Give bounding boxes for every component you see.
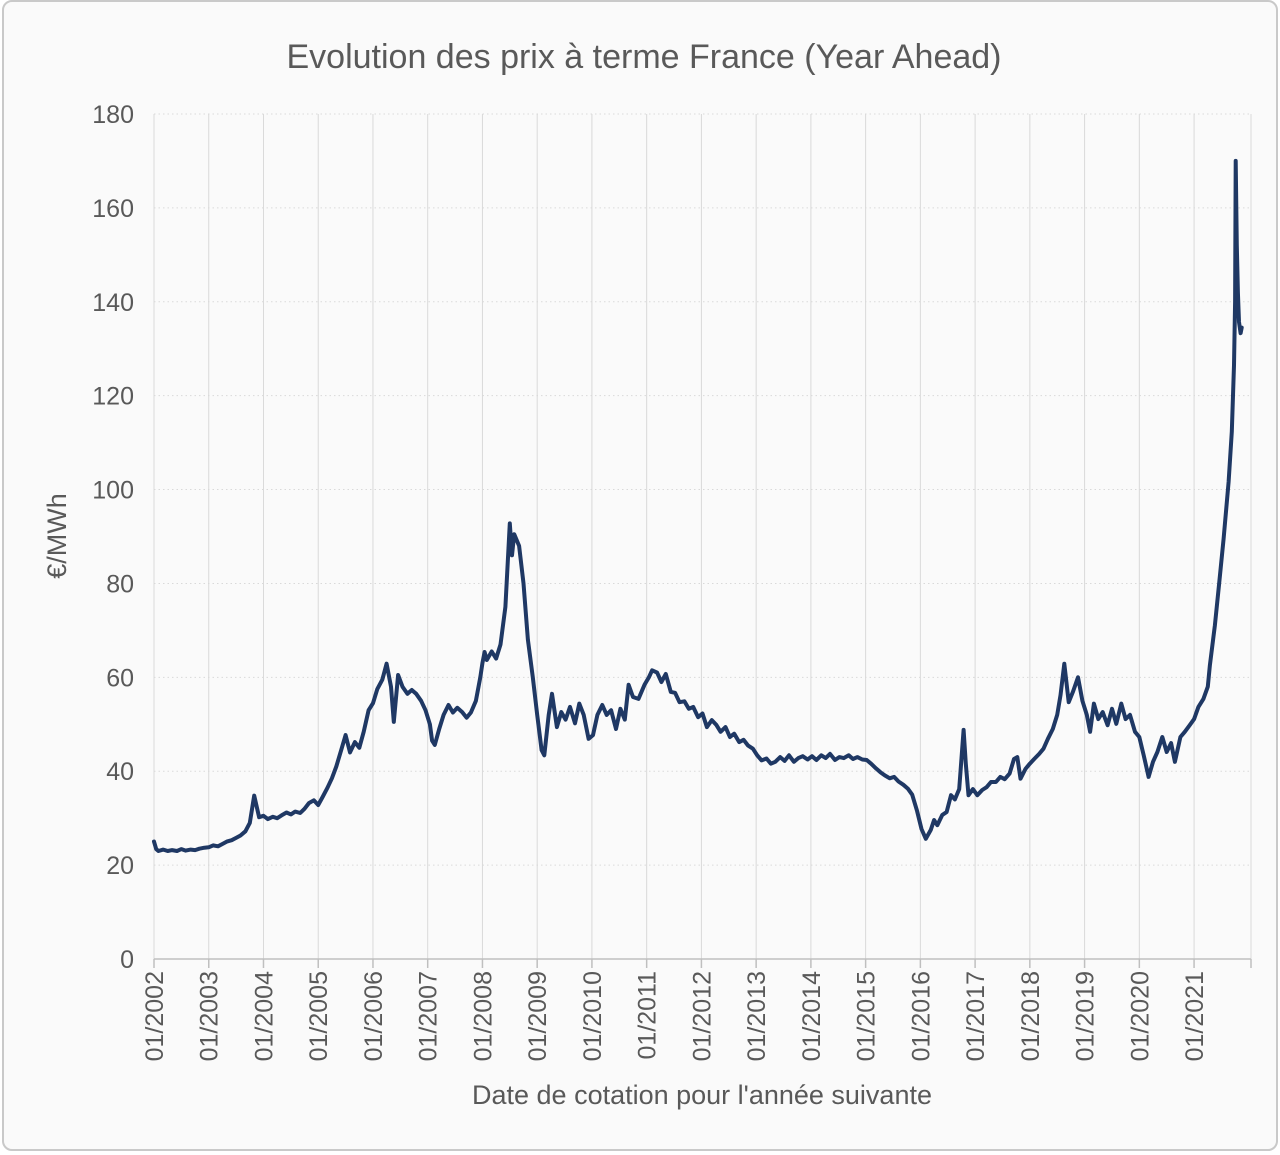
x-tick-label: 01/2003 — [196, 971, 224, 1061]
y-tick-label: 80 — [106, 570, 134, 598]
y-axis-title: €/MWh — [42, 493, 72, 579]
price-chart: Evolution des prix à terme France (Year … — [42, 38, 1252, 1110]
x-tick-label: 01/2009 — [524, 971, 552, 1061]
y-tick-labels: 0 20 40 60 80 100 120 140 160 180 — [92, 101, 134, 974]
x-tick-label: 01/2002 — [141, 971, 169, 1061]
x-tick-label: 01/2012 — [688, 971, 716, 1061]
x-tick-label: 01/2016 — [907, 971, 935, 1061]
x-tick-label: 01/2005 — [305, 971, 333, 1061]
chart-title: Evolution des prix à terme France (Year … — [286, 38, 1001, 76]
x-tick-label: 01/2008 — [469, 971, 497, 1061]
y-tick-label: 20 — [106, 852, 134, 880]
y-tick-label: 40 — [106, 758, 134, 786]
x-tick-label: 01/2015 — [853, 971, 881, 1061]
x-tick-label: 01/2021 — [1181, 971, 1209, 1061]
y-tick-label: 100 — [92, 477, 134, 505]
vertical-gridlines — [153, 114, 1252, 968]
x-tick-label: 01/2019 — [1072, 971, 1100, 1061]
x-tick-label: 01/2004 — [250, 971, 278, 1061]
x-tick-label: 01/2017 — [962, 971, 990, 1061]
y-tick-label: 160 — [92, 195, 134, 223]
x-tick-label: 01/2006 — [360, 971, 388, 1061]
x-tick-label: 01/2018 — [1017, 971, 1045, 1061]
x-tick-label: 01/2010 — [579, 971, 607, 1061]
y-tick-label: 60 — [106, 664, 134, 692]
x-tick-label: 01/2014 — [798, 971, 826, 1061]
price-line-series — [152, 158, 1244, 853]
x-tick-label: 01/2011 — [634, 971, 662, 1060]
x-tick-label: 01/2020 — [1126, 971, 1154, 1061]
x-tick-labels: 01/2002 01/2003 01/2004 01/2005 01/2006 01/20… — [141, 971, 1209, 1061]
x-axis-title: Date de cotation pour l'année suivante — [472, 1080, 932, 1110]
horizontal-gridlines — [154, 113, 1251, 866]
series-group — [152, 158, 1244, 853]
x-tick-label: 01/2007 — [415, 971, 443, 1061]
x-tick-label: 01/2013 — [743, 971, 771, 1061]
y-tick-label: 180 — [92, 101, 134, 129]
y-tick-label: 120 — [92, 383, 134, 411]
y-tick-label: 140 — [92, 289, 134, 317]
y-tick-label: 0 — [120, 946, 134, 974]
